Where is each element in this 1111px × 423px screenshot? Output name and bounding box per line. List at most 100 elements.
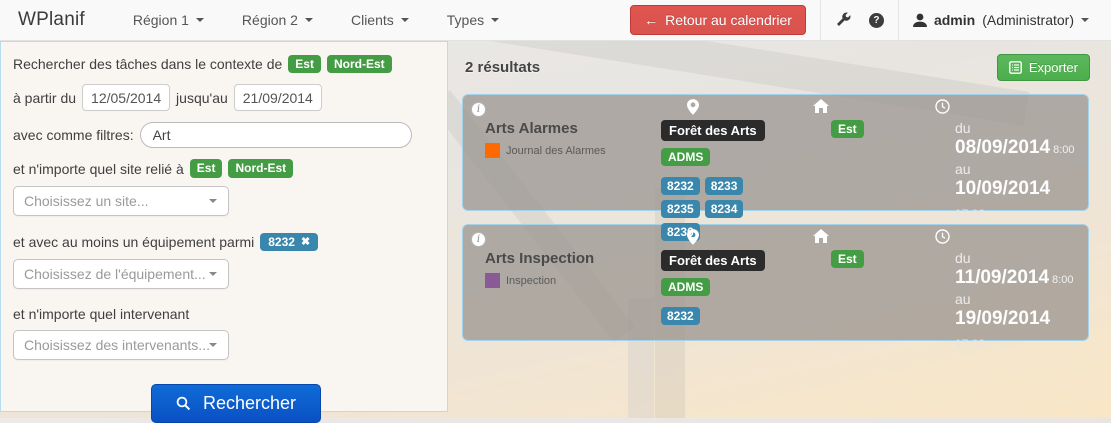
card-date-column: du 08/09/2014 8:00 au 10/09/2014 17:00 <box>935 99 1088 221</box>
chevron-down-icon <box>209 271 217 276</box>
home-icon <box>813 229 941 246</box>
date-to-label: au <box>955 291 971 307</box>
site-badge: Forêt des Arts <box>661 250 765 271</box>
navbar: WPlanif Région 1 Région 2 Clients Types … <box>0 0 1111 41</box>
remove-chip-icon[interactable]: ✖ <box>300 236 311 249</box>
user-icon <box>912 13 927 28</box>
intervenant-select-placeholder: Choisissez des intervenants... <box>24 336 210 353</box>
time-to-value: 17:00 <box>955 337 986 351</box>
nav-menu-label: Région 2 <box>241 12 298 28</box>
nav-menu-label: Clients <box>350 12 394 28</box>
user-menu[interactable]: admin (Administrator) <box>912 12 1111 28</box>
site-type-badge: ADMS <box>661 148 711 167</box>
card-task-column: i Arts Inspection Inspection <box>463 229 647 340</box>
card-site-column: Forêt des Arts ADMS 8232 8233 8235 8234 … <box>647 99 815 242</box>
equipment-badges: 8232 <box>661 307 783 326</box>
equipment-badge: 8233 <box>704 177 744 196</box>
help-icon[interactable]: ? <box>868 12 884 28</box>
nav-menu-region2[interactable]: Région 2 <box>242 12 313 28</box>
results-count: 2 résultats <box>465 59 541 76</box>
card-date-column: du 11/09/2014 8:00 au 19/09/2014 17:00 <box>935 229 1088 351</box>
wrench-icon[interactable] <box>835 12 851 28</box>
equipment-badge: 8232 <box>661 177 700 196</box>
from-date-label: à partir du <box>13 89 77 106</box>
arrow-left-icon: ← <box>644 12 659 28</box>
filters-label: avec comme filtres: <box>13 127 134 144</box>
nav-menu-clients[interactable]: Clients <box>351 12 409 28</box>
to-date-input[interactable] <box>233 84 322 112</box>
context-label: Rechercher des tâches dans le contexte d… <box>13 56 283 73</box>
chevron-down-icon <box>195 18 204 22</box>
divider <box>819 0 821 41</box>
result-card[interactable]: i Arts Alarmes Journal des Alarmes Forêt… <box>462 94 1089 242</box>
info-icon[interactable]: i <box>471 232 486 247</box>
card-task-column: i Arts Alarmes Journal des Alarmes <box>463 99 647 210</box>
info-icon[interactable]: i <box>471 102 486 117</box>
region-badge: Est <box>831 250 864 269</box>
intervenant-label: et n'importe quel intervenant <box>13 305 190 322</box>
app-brand[interactable]: WPlanif <box>18 9 85 30</box>
search-icon <box>176 396 191 411</box>
back-to-calendar-button[interactable]: ← Retour au calendrier <box>630 5 806 35</box>
intervenant-select[interactable]: Choisissez des intervenants... <box>13 329 229 360</box>
results-panel: 2 résultats Exporter i Arts Alarmes Jour… <box>455 41 1111 418</box>
site-type-badge: ADMS <box>661 278 711 297</box>
chevron-down-icon <box>1081 18 1089 22</box>
result-card[interactable]: i Arts Inspection Inspection Forêt des A… <box>462 224 1089 351</box>
user-name: admin <box>933 12 976 28</box>
card-site-column: Forêt des Arts ADMS 8232 <box>647 229 815 340</box>
search-button-label: Rechercher <box>203 392 297 413</box>
context-badge: Nord-Est <box>326 55 392 74</box>
date-to-value: 19/09/2014 <box>955 308 1051 329</box>
to-date-label: jusqu'au <box>176 89 228 106</box>
from-date-input[interactable] <box>82 84 171 112</box>
site-select[interactable]: Choisissez un site... <box>13 185 229 216</box>
search-button[interactable]: Rechercher <box>151 383 322 423</box>
toolbar-icons: ? <box>835 12 884 28</box>
site-select-placeholder: Choisissez un site... <box>24 192 149 209</box>
export-button-label: Exporter <box>1028 60 1078 75</box>
task-type-label: Inspection <box>506 274 557 287</box>
map-pin-icon <box>687 99 815 116</box>
date-from-value: 08/09/2014 <box>955 137 1051 158</box>
card-region-column: Est <box>813 229 941 340</box>
equipment-select[interactable]: Choisissez de l'équipement... <box>13 258 229 289</box>
chevron-down-icon <box>400 18 409 22</box>
nav-menus: Région 1 Région 2 Clients Types <box>133 12 500 28</box>
map-pin-icon <box>687 229 815 246</box>
chevron-down-icon <box>209 342 217 347</box>
time-to-value: 17:00 <box>955 207 986 221</box>
equipment-badges: 8232 8233 8235 8234 8236 <box>661 177 783 242</box>
equipment-badge: 8232 <box>661 307 700 326</box>
site-label: et n'importe quel site relié à <box>13 160 184 177</box>
equipment-select-placeholder: Choisissez de l'équipement... <box>24 265 206 282</box>
date-from-value: 11/09/2014 <box>955 267 1050 288</box>
navbar-right: ← Retour au calendrier ? admin (Administ… <box>630 0 1111 41</box>
task-type-label: Journal des Alarmes <box>506 144 606 157</box>
date-to-label: au <box>955 161 971 177</box>
user-role: (Administrator) <box>982 12 1074 28</box>
search-panel: Rechercher des tâches dans le contexte d… <box>0 41 448 423</box>
time-from-value: 8:00 <box>1052 274 1074 286</box>
equipment-label: et avec au moins un équipement parmi <box>13 233 255 250</box>
equipment-chip-value: 8232 <box>268 234 295 249</box>
task-type-color-swatch <box>485 143 500 158</box>
chevron-down-icon <box>491 18 500 22</box>
region-badge: Est <box>831 120 864 139</box>
time-from-value: 8:00 <box>1053 144 1075 156</box>
export-button[interactable]: Exporter <box>996 54 1090 81</box>
card-region-column: Est <box>813 99 941 210</box>
nav-menu-label: Types <box>446 12 485 28</box>
site-badge: Nord-Est <box>228 159 294 178</box>
filters-input[interactable] <box>139 122 412 149</box>
date-from-label: du <box>955 250 971 266</box>
site-badge: Est <box>189 159 223 178</box>
nav-menu-region1[interactable]: Région 1 <box>133 12 204 28</box>
export-list-icon <box>1008 61 1022 74</box>
context-badge: Est <box>288 55 321 74</box>
results-header: 2 résultats Exporter <box>455 41 1111 85</box>
nav-menu-types[interactable]: Types <box>446 12 500 28</box>
site-badge: Forêt des Arts <box>661 120 765 141</box>
back-to-calendar-label: Retour au calendrier <box>665 12 792 28</box>
task-title: Arts Inspection <box>485 250 595 267</box>
